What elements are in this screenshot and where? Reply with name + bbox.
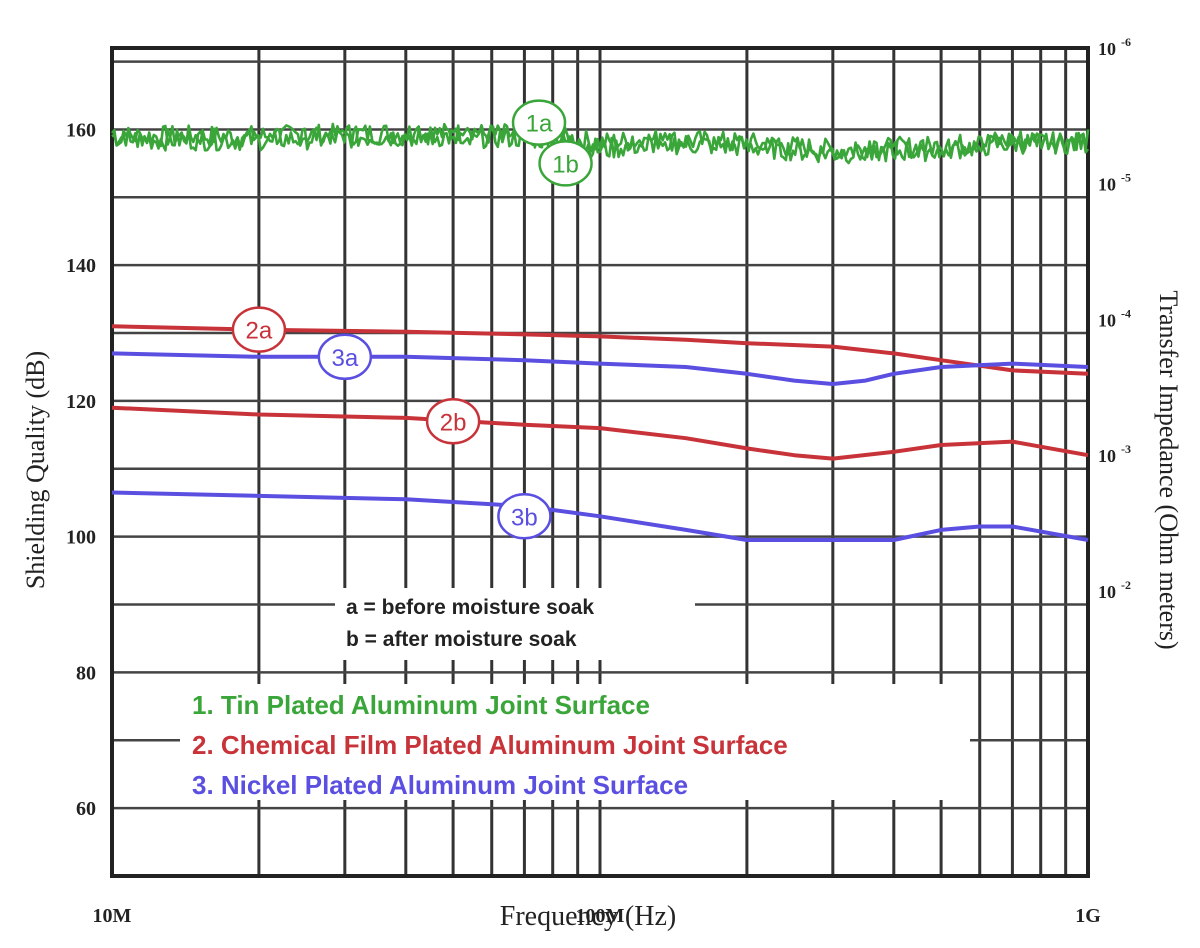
x-tick-label: 10M: [93, 905, 132, 927]
series-label-1a: 1a: [526, 111, 553, 138]
note-after: b = after moisture soak: [346, 628, 577, 651]
series-label-circle-3b: [497, 493, 552, 540]
plot-border: [110, 46, 1090, 878]
legend-item-chemical-film: 2. Chemical Film Plated Aluminum Joint S…: [192, 730, 788, 760]
y2-tick-label: 10: [1098, 582, 1116, 602]
series-label-3b: 3b: [511, 504, 538, 531]
y2-axis-label: Transfer Impedance (Ohm meters): [1154, 290, 1183, 649]
series-label-1b: 1b: [552, 151, 579, 178]
series-line-1b: [110, 125, 1090, 165]
y-axis-label: Shielding Quality (dB): [21, 351, 50, 589]
series-line-2a: [111, 324, 1089, 376]
series-label-circle-1a: [511, 99, 567, 146]
series-labels: 1a 1b 2a 2b 3a 3b: [231, 99, 593, 540]
y2-tick-label: 10: [1098, 446, 1116, 466]
y2-tick-exponent: -3: [1121, 442, 1131, 456]
y2-tick-exponent: -6: [1121, 35, 1131, 49]
y2-tick-label: 10: [1098, 175, 1116, 195]
y-tick-label: 160: [66, 119, 96, 141]
series-line-3b: [111, 490, 1089, 542]
y2-tick-label: 10: [1098, 39, 1116, 59]
legend-box: [180, 684, 970, 800]
series-label-2b: 2b: [440, 409, 467, 436]
series-group: [110, 122, 1090, 542]
x-tick-label: 1G: [1075, 905, 1101, 927]
series-line-2b: [111, 405, 1089, 461]
series-label-circle-3a: [317, 333, 373, 381]
series-line-3a: [111, 351, 1089, 386]
series-label-3a: 3a: [331, 345, 358, 372]
series-label-circle-2a: [231, 306, 287, 353]
y2-tick-exponent: -5: [1121, 171, 1131, 185]
series-label-2a: 2a: [246, 318, 273, 345]
legend-item-nickel: 3. Nickel Plated Aluminum Joint Surface: [192, 770, 688, 800]
y2-tick-exponent: -2: [1121, 578, 1131, 592]
y-tick-label: 80: [76, 662, 96, 684]
x-tick-label: 100M: [576, 905, 625, 927]
y-tick-label: 120: [66, 391, 96, 413]
series-label-circle-1b: [538, 140, 593, 187]
y2-tick-exponent: -4: [1121, 306, 1131, 320]
y-tick-label: 100: [66, 527, 96, 549]
y2-tick-label: 10: [1098, 310, 1116, 330]
plot-frame: [110, 46, 1090, 878]
notes-box: [335, 588, 695, 660]
series-label-circle-2b: [425, 398, 481, 445]
legend-item-tin: 1. Tin Plated Aluminum Joint Surface: [192, 690, 650, 720]
note-before: a = before moisture soak: [346, 596, 594, 619]
y-tick-label: 60: [76, 798, 96, 820]
y-tick-label: 140: [66, 255, 96, 277]
x-axis-label: Frequency (Hz): [500, 901, 676, 932]
